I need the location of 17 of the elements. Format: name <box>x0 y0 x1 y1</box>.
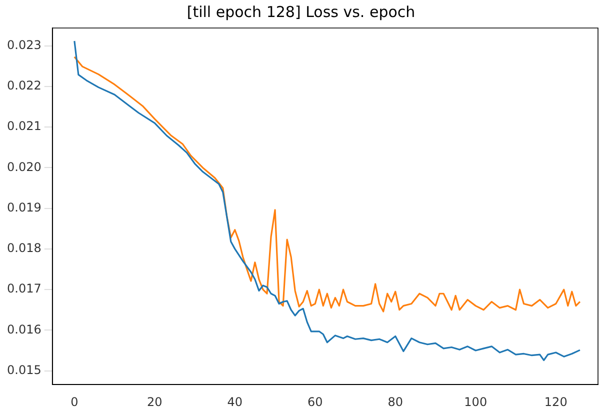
y-tick-label: 0.015 <box>6 362 42 377</box>
y-tick-label: 0.020 <box>6 160 42 174</box>
y-tick-label: 0.019 <box>6 200 42 214</box>
y-tick-label: 0.023 <box>6 38 42 52</box>
x-tick-label: 100 <box>464 394 488 409</box>
y-tick-label: 0.017 <box>6 282 42 296</box>
x-tick-label: 40 <box>227 394 243 409</box>
x-tick-label: 120 <box>544 394 568 409</box>
x-tick-label: 20 <box>147 394 162 409</box>
x-tick-label: 80 <box>388 394 404 409</box>
y-tick-label: 0.016 <box>6 322 42 336</box>
y-tick-label: 0.018 <box>6 241 42 256</box>
x-tick-label: 0 <box>70 394 78 409</box>
chart-title: [till epoch 128] Loss vs. epoch <box>186 2 416 21</box>
y-tick-label: 0.021 <box>6 119 42 134</box>
y-tick-label: 0.022 <box>6 78 42 93</box>
x-tick-label: 60 <box>308 394 323 409</box>
